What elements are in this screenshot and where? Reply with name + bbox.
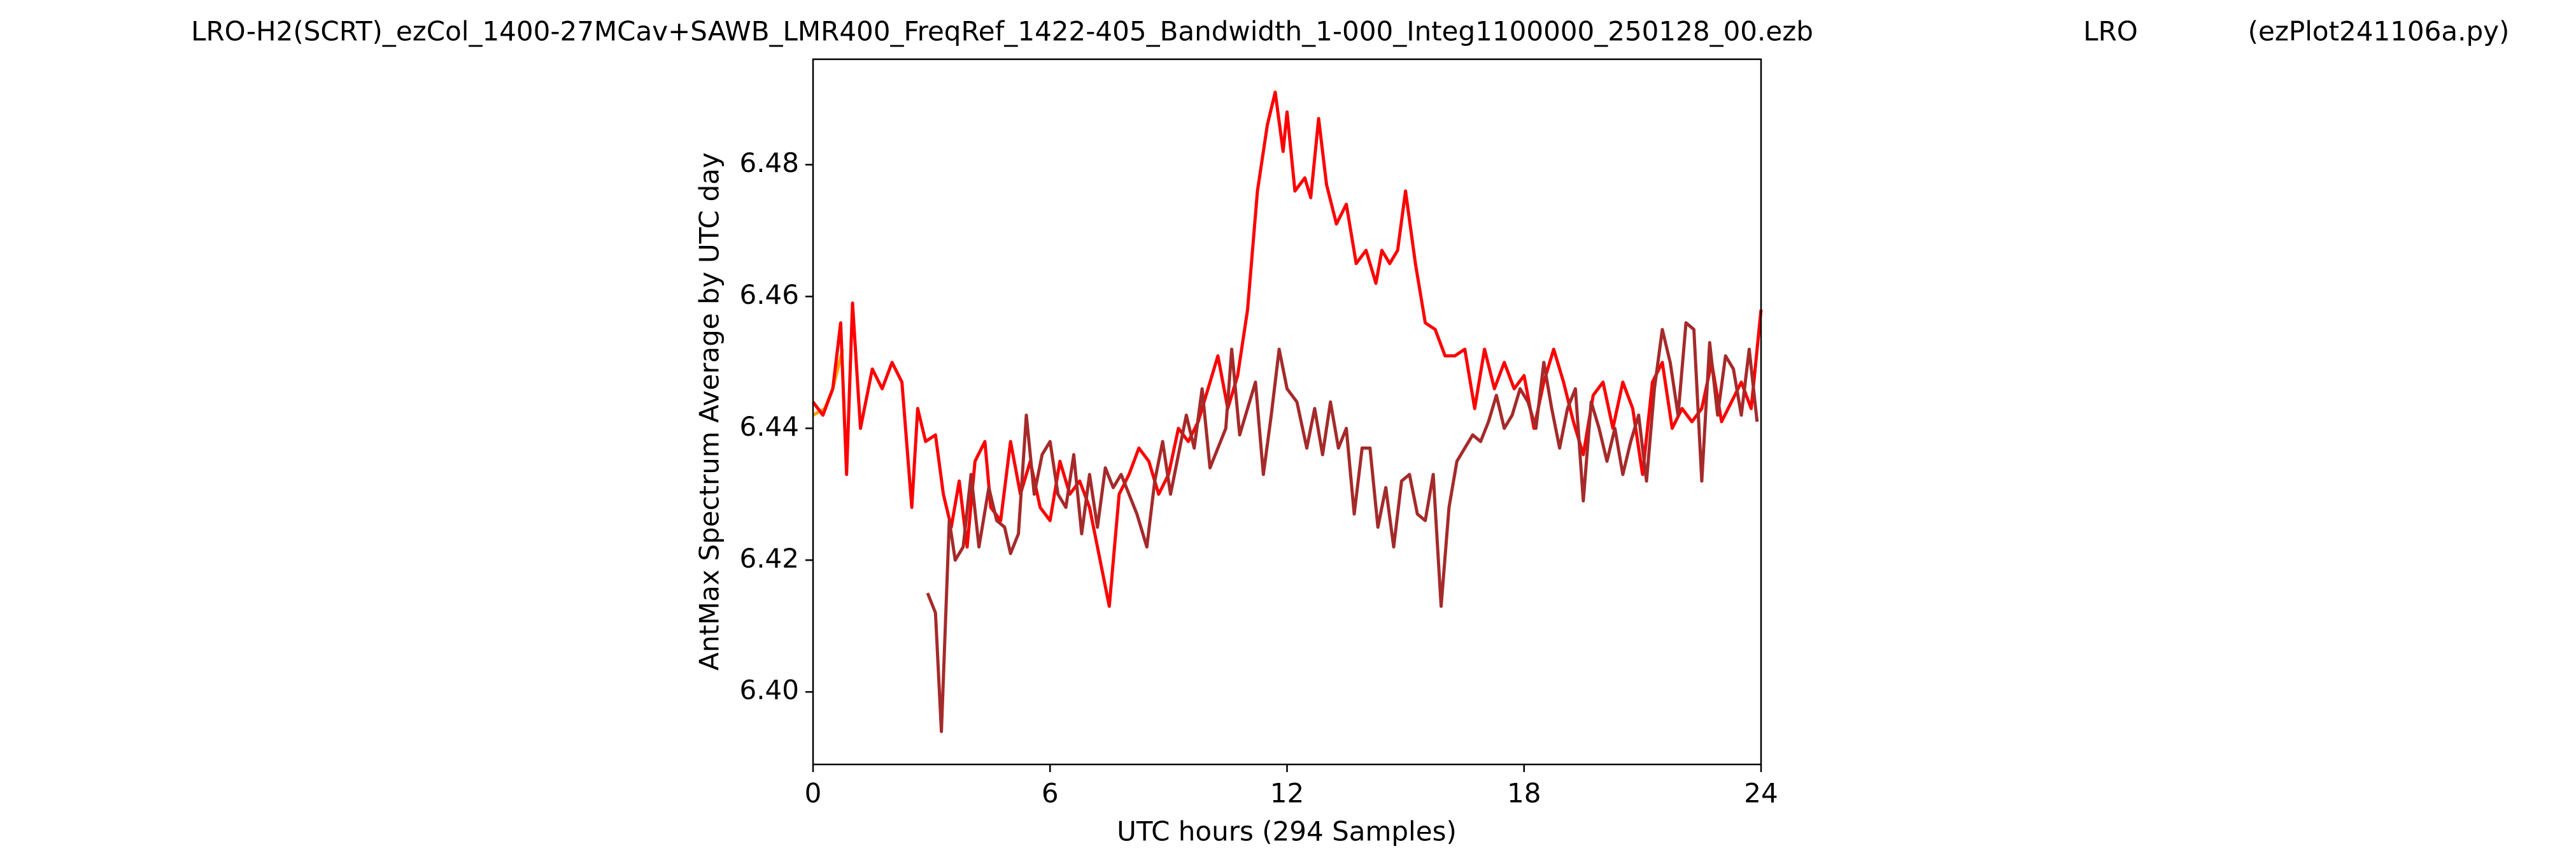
- y-tick-label: 6.46: [739, 279, 799, 310]
- title-program: (ezPlot241106a.py): [2248, 16, 2510, 47]
- y-tick-label: 6.40: [739, 675, 799, 706]
- title-site: LRO: [2083, 16, 2138, 47]
- x-tick-label: 12: [1270, 778, 1304, 809]
- series-line: [926, 321, 1759, 733]
- x-tick-label: 0: [805, 778, 822, 809]
- x-tick-label: 18: [1507, 778, 1541, 809]
- x-tick-label: 24: [1744, 778, 1778, 809]
- x-axis-label: UTC hours (294 Samples): [1117, 816, 1457, 847]
- x-tick-label: 6: [1042, 778, 1059, 809]
- chart-title: LRO-H2(SCRT)_ezCol_1400-27MCav+SAWB_LMR4…: [191, 16, 1813, 47]
- y-tick-label: 6.44: [739, 411, 799, 442]
- series-line: [811, 90, 1763, 608]
- y-axis-label: AntMax Spectrum Average by UTC day: [694, 152, 725, 670]
- y-tick-label: 6.48: [739, 147, 799, 178]
- plot-frame: [812, 58, 1762, 766]
- y-tick-label: 6.42: [739, 543, 799, 574]
